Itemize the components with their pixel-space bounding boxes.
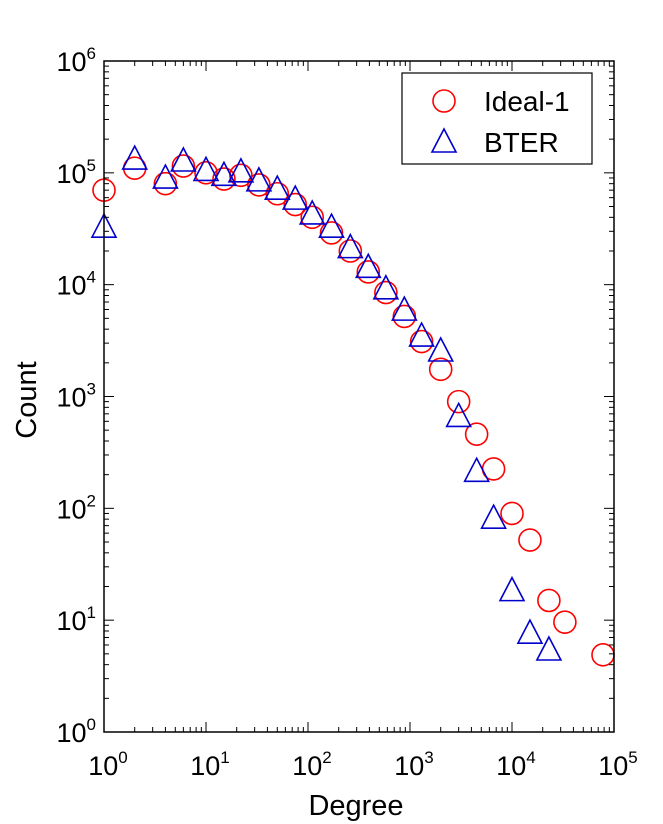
point-ideal-1 (283, 192, 308, 217)
x-tick-label: 100 (88, 748, 128, 781)
point-bter (192, 155, 220, 182)
x-tick-label: 101 (190, 748, 230, 781)
point-bter (298, 199, 326, 225)
x-axis-label: Degree (308, 790, 403, 822)
point-ideal-1 (300, 205, 325, 230)
series-bter (90, 144, 563, 661)
y-tick-label: 105 (56, 156, 96, 189)
x-tick-label: 103 (394, 748, 434, 781)
point-ideal-1 (464, 422, 489, 447)
tick-labels: 100 101 102 103 104 105 100 101 102 103 104 105 106 (56, 44, 637, 781)
y-axis-label: Count (11, 361, 43, 438)
point-bter (427, 336, 455, 362)
point-ideal-1 (553, 610, 577, 634)
point-bter (445, 401, 472, 428)
point-ideal-1 (319, 221, 344, 245)
point-bter (463, 456, 490, 483)
x-tick-label: 104 (496, 748, 536, 781)
point-ideal-1 (265, 181, 290, 206)
point-bter (263, 174, 291, 200)
point-bter (408, 321, 435, 347)
point-ideal-1 (212, 167, 236, 191)
legend-marker-ideal-1 (432, 89, 456, 113)
legend-label-bter: BTER (484, 127, 559, 158)
legend-label-ideal-1: Ideal-1 (484, 86, 570, 117)
point-bter (372, 274, 400, 300)
point-bter (121, 144, 149, 170)
point-bter (170, 146, 197, 172)
x-tick-label: 102 (292, 748, 332, 781)
y-tick-label: 106 (56, 44, 96, 77)
axis-ticks (103, 60, 615, 733)
point-ideal-1 (446, 389, 471, 414)
legend-marker-bter (430, 127, 458, 153)
point-bter (480, 503, 507, 529)
point-ideal-1 (153, 171, 178, 196)
y-tick-label: 102 (56, 491, 96, 524)
point-ideal-1 (171, 154, 196, 178)
point-ideal-1 (518, 528, 542, 552)
point-bter (227, 157, 255, 183)
point-bter (245, 166, 273, 192)
point-ideal-1 (409, 329, 434, 354)
point-bter (498, 575, 526, 602)
legend: Ideal-1 BTER (401, 72, 593, 165)
point-ideal-1 (356, 260, 381, 284)
point-bter (535, 635, 563, 661)
point-bter (354, 252, 382, 279)
point-bter (391, 295, 418, 321)
point-ideal-1 (374, 280, 398, 305)
y-tick-label: 100 (56, 715, 96, 748)
point-ideal-1 (537, 588, 561, 613)
y-tick-label: 101 (56, 603, 96, 636)
point-bter (516, 618, 544, 644)
point-ideal-1 (338, 239, 363, 263)
point-bter (281, 184, 309, 210)
data-marks (90, 144, 615, 667)
point-ideal-1 (428, 357, 453, 382)
point-ideal-1 (500, 501, 524, 526)
y-tick-label: 104 (56, 268, 96, 301)
point-bter (210, 160, 238, 187)
y-tick-label: 103 (56, 380, 96, 413)
point-ideal-1 (392, 304, 417, 329)
point-bter (337, 232, 364, 259)
point-bter (318, 212, 345, 238)
point-bter (152, 163, 179, 189)
point-ideal-1 (194, 161, 218, 185)
x-tick-label: 105 (598, 748, 638, 781)
